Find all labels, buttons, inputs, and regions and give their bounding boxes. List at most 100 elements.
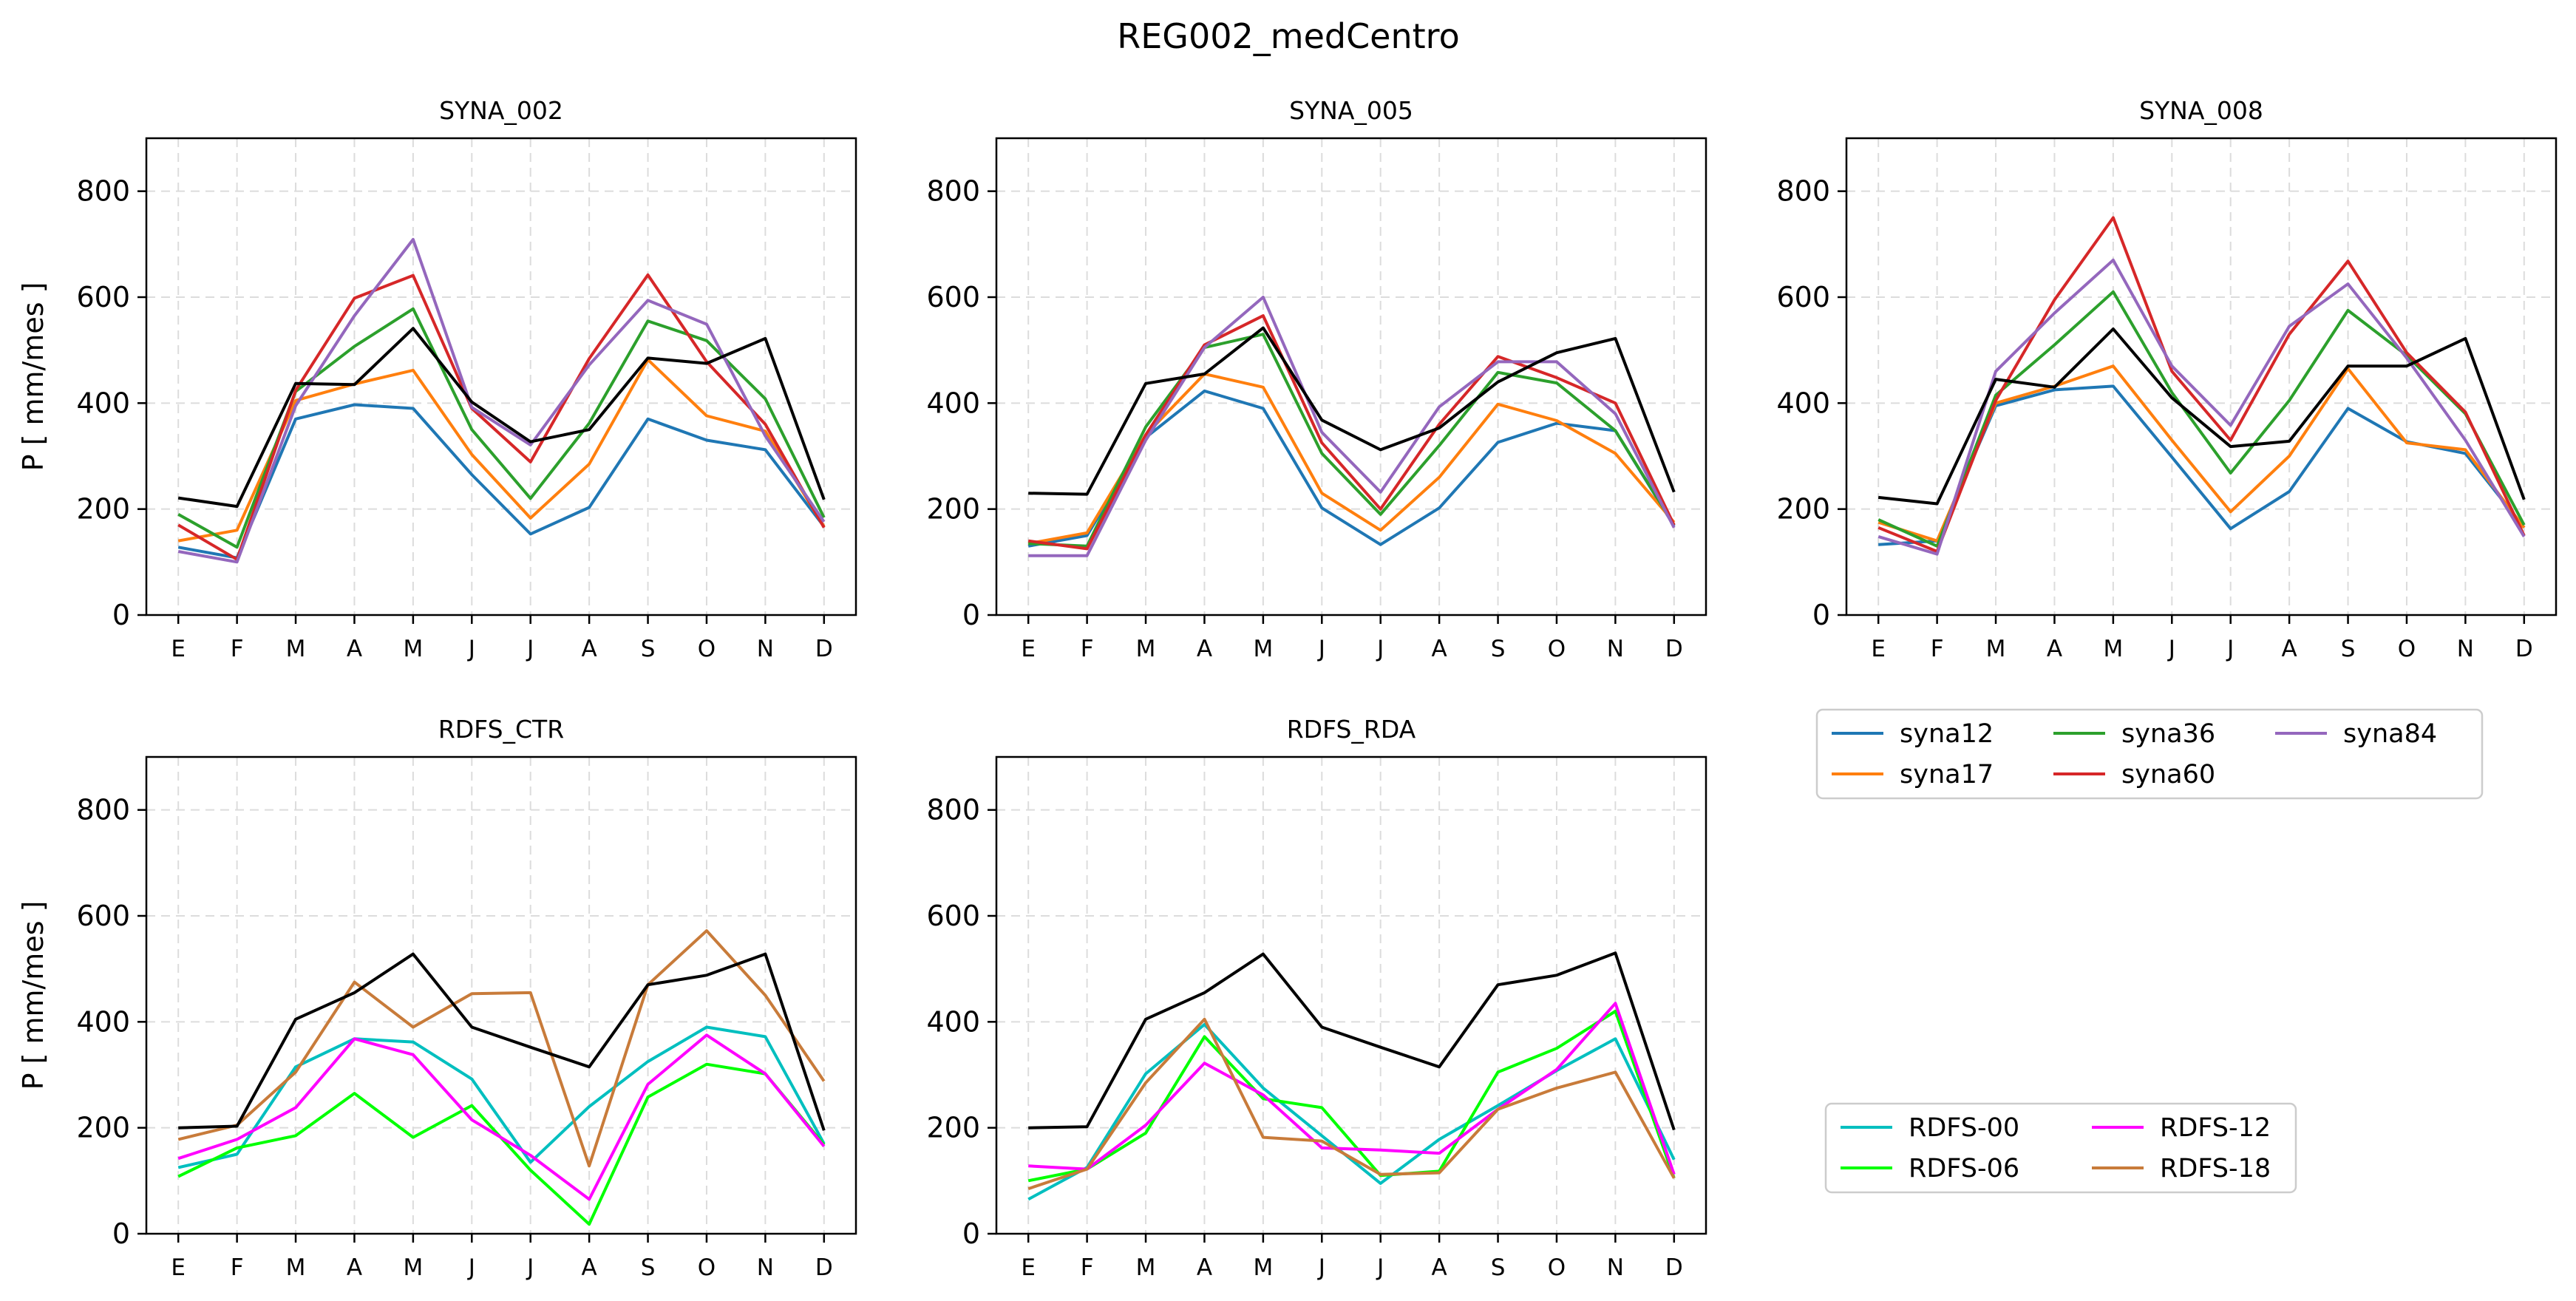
x-tick-label: A bbox=[347, 636, 362, 662]
y-axis-label: P [ mm/mes ] bbox=[17, 901, 50, 1090]
x-tick-label: J bbox=[467, 1254, 475, 1281]
x-tick-label: A bbox=[582, 1254, 597, 1281]
legend-label: RDFS-06 bbox=[1909, 1154, 2019, 1183]
x-tick-label: S bbox=[641, 636, 656, 662]
legend-label: syna17 bbox=[1900, 760, 1994, 789]
x-tick-label: J bbox=[2226, 636, 2234, 662]
x-tick-label: M bbox=[1136, 636, 1156, 662]
series-line-rdfs-00 bbox=[1027, 1022, 1676, 1201]
panel-title: SYNA_008 bbox=[2139, 96, 2263, 125]
x-tick-label: S bbox=[1491, 636, 1506, 662]
series-line-obs bbox=[1877, 327, 2526, 506]
y-tick-label: 200 bbox=[926, 1112, 980, 1144]
legend-box bbox=[1824, 1102, 2297, 1194]
x-tick-label: M bbox=[286, 1254, 306, 1281]
x-tick-label: S bbox=[1491, 1254, 1506, 1281]
x-tick-label: A bbox=[1197, 636, 1212, 662]
series-line-syna84 bbox=[177, 237, 826, 564]
legend-rdfs: RDFS-00 RDFS-06 RDFS-12 RDFS-18 bbox=[1824, 1102, 2297, 1194]
x-tick-label: E bbox=[171, 1254, 186, 1281]
x-tick-label: M bbox=[1136, 1254, 1156, 1281]
y-tick-label: 200 bbox=[76, 1112, 130, 1144]
x-tick-label: O bbox=[698, 636, 716, 662]
y-tick-label: 600 bbox=[1776, 281, 1830, 313]
y-tick-label: 800 bbox=[76, 175, 130, 208]
figure-title: REG002_medCentro bbox=[1117, 16, 1459, 56]
y-tick-label: 0 bbox=[112, 599, 130, 631]
panel-title: SYNA_002 bbox=[439, 96, 563, 125]
y-tick-label: 0 bbox=[1812, 599, 1830, 631]
panel-title: RDFS_RDA bbox=[1287, 715, 1416, 744]
x-tick-label: A bbox=[1197, 1254, 1212, 1281]
x-tick-label: E bbox=[1021, 1254, 1036, 1281]
series-line-rdfs-12 bbox=[1028, 1002, 1676, 1175]
x-tick-label: N bbox=[1607, 1254, 1624, 1281]
x-tick-label: M bbox=[403, 1254, 423, 1281]
x-tick-label: F bbox=[1081, 1254, 1094, 1281]
x-tick-label: J bbox=[1376, 1254, 1384, 1281]
y-tick-label: 0 bbox=[962, 1217, 980, 1250]
x-tick-label: M bbox=[403, 636, 423, 662]
x-tick-label: F bbox=[1931, 636, 1944, 662]
y-axis-label: P [ mm/mes ] bbox=[17, 282, 50, 472]
legend-entry-syna84: syna84 bbox=[2275, 719, 2437, 749]
x-tick-label: J bbox=[526, 636, 534, 662]
x-tick-label: S bbox=[2341, 636, 2356, 662]
x-tick-label: E bbox=[1871, 636, 1886, 662]
y-tick-label: 800 bbox=[76, 794, 130, 826]
series-line-obs bbox=[1028, 951, 1676, 1131]
x-tick-label: J bbox=[1317, 636, 1325, 662]
y-tick-label: 200 bbox=[76, 493, 130, 526]
legend-label: RDFS-00 bbox=[1909, 1113, 2019, 1143]
legend-label: RDFS-12 bbox=[2160, 1113, 2271, 1143]
legend-label: syna12 bbox=[1900, 719, 1994, 749]
x-tick-label: A bbox=[2047, 636, 2062, 662]
x-tick-label: O bbox=[2398, 636, 2416, 662]
y-tick-label: 600 bbox=[76, 281, 130, 313]
y-tick-label: 600 bbox=[76, 900, 130, 932]
x-tick-label: A bbox=[2282, 636, 2297, 662]
x-tick-label: A bbox=[582, 636, 597, 662]
panel-syna-005: 0 200 400 600 800 E F M A M J J A S O N D SYNA_005 bbox=[926, 96, 1707, 662]
panel-rdfs-ctr: 0 200 400 600 800 E F M A M J J A S O N D RDFS_CTR P [ mm/… bbox=[17, 715, 857, 1281]
legend-entry-syna12: syna12 bbox=[1832, 719, 1994, 749]
x-tick-label: N bbox=[2457, 636, 2474, 662]
x-tick-label: D bbox=[815, 636, 833, 662]
y-tick-label: 800 bbox=[926, 175, 980, 208]
series-line-syna12 bbox=[177, 403, 826, 560]
plot-frame bbox=[995, 755, 1707, 1235]
x-tick-label: M bbox=[1253, 1254, 1273, 1281]
legend-entry-syna36: syna36 bbox=[2053, 719, 2215, 749]
x-tick-label: A bbox=[347, 1254, 362, 1281]
plot-frame bbox=[995, 137, 1707, 616]
y-tick-label: 400 bbox=[1776, 387, 1830, 419]
y-tick-label: 600 bbox=[926, 900, 980, 932]
x-tick-label: F bbox=[231, 636, 244, 662]
panel-syna-002: 0 200 400 600 800 E F M A M J J A S O N D SYNA_002 P [ mm/… bbox=[17, 96, 857, 662]
legend-label: syna36 bbox=[2121, 719, 2215, 749]
x-tick-label: E bbox=[171, 636, 186, 662]
series-line-rdfs-06 bbox=[1027, 1010, 1676, 1183]
x-tick-label: J bbox=[2167, 636, 2175, 662]
series-line-syna36 bbox=[1877, 290, 2526, 548]
x-tick-label: M bbox=[1986, 636, 2006, 662]
series-line-rdfs-12 bbox=[177, 1033, 826, 1201]
legend-label: syna84 bbox=[2343, 719, 2437, 749]
x-tick-label: J bbox=[1317, 1254, 1325, 1281]
legend-entry-rdfs-18: RDFS-18 bbox=[2092, 1154, 2271, 1183]
legend-label: RDFS-18 bbox=[2160, 1154, 2271, 1183]
x-tick-label: D bbox=[1665, 636, 1683, 662]
x-tick-label: D bbox=[815, 1254, 833, 1281]
series-line-rdfs-18 bbox=[177, 929, 826, 1168]
y-tick-label: 400 bbox=[76, 1005, 130, 1038]
x-tick-label: E bbox=[1021, 636, 1036, 662]
y-tick-label: 400 bbox=[926, 387, 980, 419]
legend-entry-syna17: syna17 bbox=[1832, 760, 1994, 789]
legend-entry-rdfs-06: RDFS-06 bbox=[1841, 1154, 2019, 1183]
x-tick-label: O bbox=[1548, 1254, 1566, 1281]
series-line-syna36 bbox=[1028, 333, 1676, 548]
x-tick-label: O bbox=[698, 1254, 716, 1281]
x-tick-label: M bbox=[2103, 636, 2123, 662]
plot-frame bbox=[145, 137, 857, 616]
x-tick-label: A bbox=[1432, 1254, 1447, 1281]
